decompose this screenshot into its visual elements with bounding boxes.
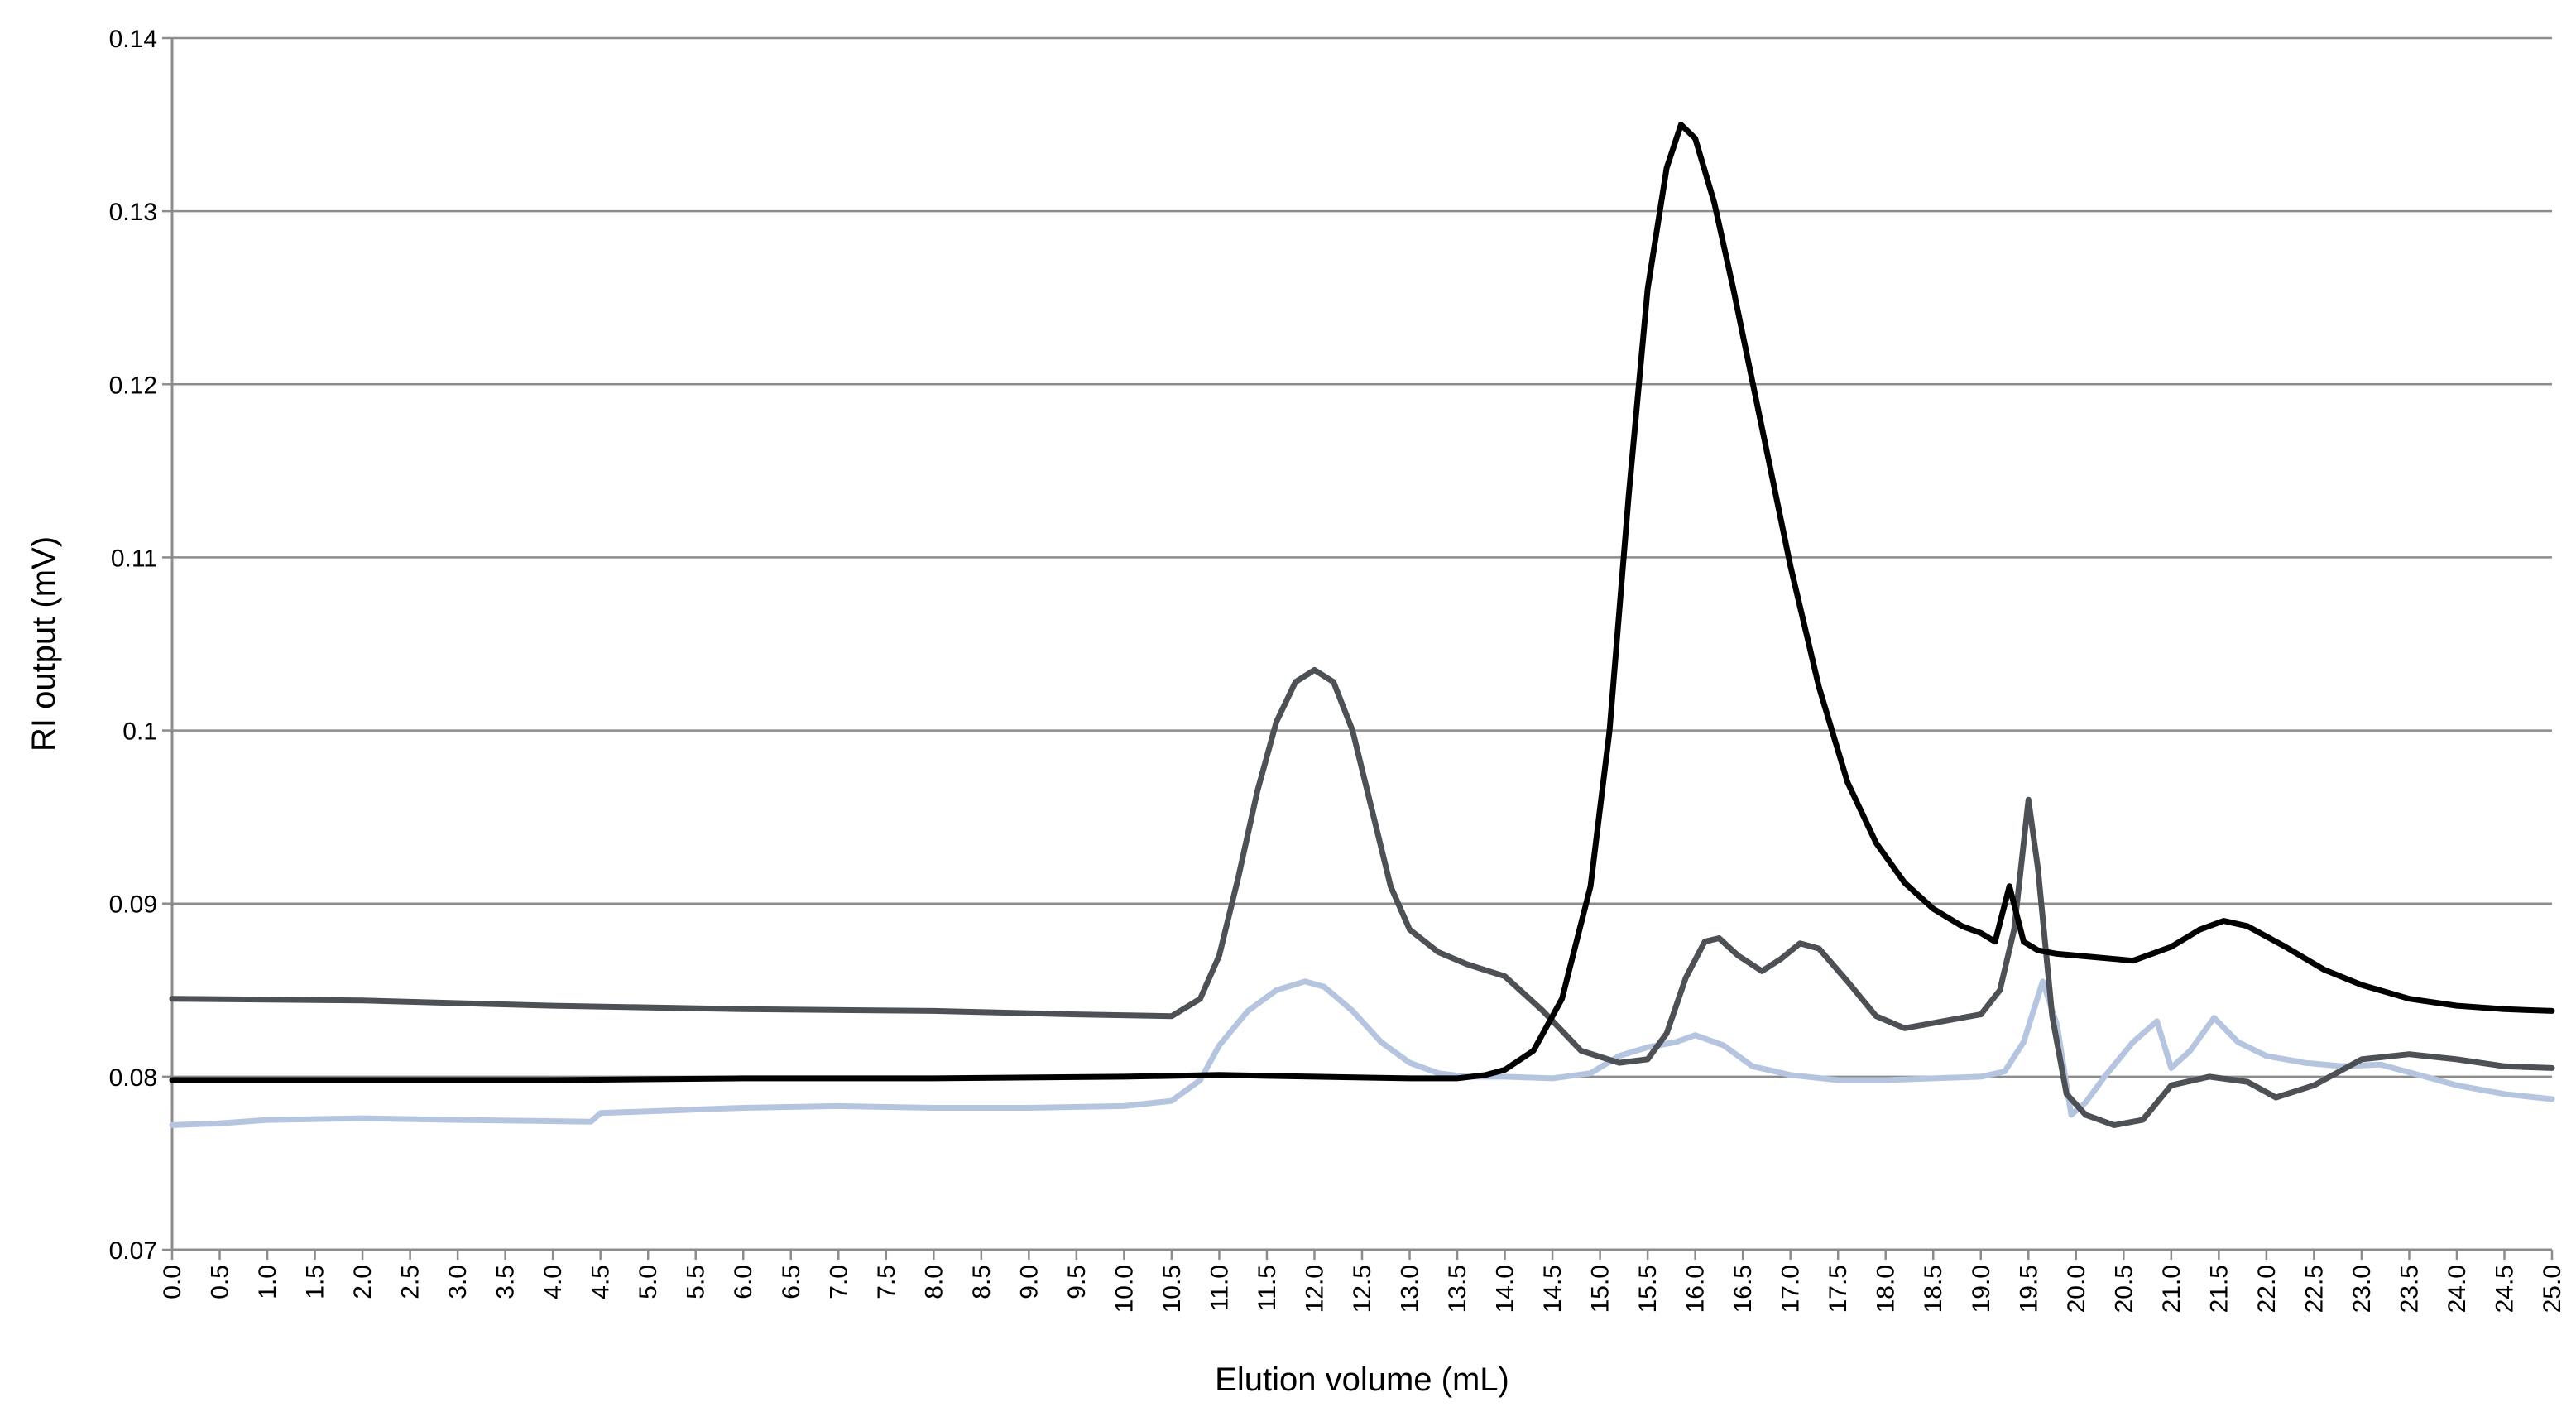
x-tick-label: 0.0 <box>159 1265 186 1299</box>
x-tick-label: 15.5 <box>1634 1265 1662 1313</box>
x-tick-label: 4.5 <box>588 1265 615 1299</box>
x-tick-label: 2.5 <box>397 1265 425 1299</box>
x-tick-label: 12.5 <box>1349 1265 1376 1313</box>
x-tick-label: 3.5 <box>492 1265 520 1299</box>
x-tick-label: 15.0 <box>1587 1265 1614 1313</box>
series-lines <box>169 122 2555 1128</box>
x-tick-label: 20.0 <box>2063 1265 2090 1313</box>
x-axis-title: Elution volume (mL) <box>1215 1362 1509 1398</box>
x-tick-label: 8.5 <box>968 1265 995 1299</box>
y-tick-label: 0.09 <box>109 891 157 919</box>
y-tick-label: 0.13 <box>109 199 157 226</box>
x-tick-label: 17.0 <box>1777 1265 1805 1313</box>
x-tick-label: 23.5 <box>2396 1265 2423 1313</box>
x-tick-label: 14.0 <box>1492 1265 1519 1313</box>
x-tick-label: 7.0 <box>825 1265 852 1299</box>
x-tick-label: 3.0 <box>444 1265 472 1299</box>
tick-labels: 0.07 0.08 0.09 0.1 0.11 0.12 0.13 0.14 0.0 0.5 1.0… <box>109 26 2566 1313</box>
y-tick-label: 0.14 <box>109 26 157 53</box>
x-tick-label: 10.5 <box>1158 1265 1186 1313</box>
y-tick-label: 0.1 <box>122 718 157 746</box>
x-tick-label: 14.5 <box>1539 1265 1566 1313</box>
x-tick-label: 20.5 <box>2110 1265 2137 1313</box>
x-tick-label: 18.0 <box>1873 1265 1900 1313</box>
x-tick-label: 7.5 <box>873 1265 900 1299</box>
x-tick-label: 24.5 <box>2491 1265 2518 1313</box>
y-axis-title: RI output (mV) <box>26 536 62 752</box>
x-tick-label: 5.0 <box>635 1265 662 1299</box>
x-tick-label: 22.5 <box>2300 1265 2328 1313</box>
y-tick-label: 0.08 <box>109 1064 157 1092</box>
series-line-2 <box>169 666 2555 1128</box>
x-tick-label: 25.0 <box>2539 1265 2566 1313</box>
x-tick-label: 19.0 <box>1968 1265 1995 1313</box>
x-tick-label: 13.5 <box>1444 1265 1471 1313</box>
x-tick-label: 9.0 <box>1015 1265 1043 1299</box>
x-tick-label: 22.0 <box>2253 1265 2281 1313</box>
x-tick-label: 11.5 <box>1254 1265 1281 1311</box>
x-tick-label: 24.0 <box>2444 1265 2471 1313</box>
x-tick-label: 23.0 <box>2348 1265 2376 1313</box>
x-tick-label: 9.5 <box>1063 1265 1091 1299</box>
x-tick-label: 6.0 <box>730 1265 757 1299</box>
x-tick-label: 0.5 <box>207 1265 234 1299</box>
y-tick-label: 0.11 <box>111 545 157 572</box>
x-tick-label: 12.0 <box>1301 1265 1328 1313</box>
x-tick-label: 11.0 <box>1206 1265 1233 1311</box>
x-tick-label: 16.5 <box>1729 1265 1757 1313</box>
x-tick-label: 16.0 <box>1682 1265 1710 1313</box>
x-tick-label: 21.0 <box>2158 1265 2185 1313</box>
x-tick-label: 8.0 <box>920 1265 947 1299</box>
y-tick-label: 0.12 <box>109 372 157 399</box>
x-tick-label: 19.5 <box>2015 1265 2042 1313</box>
gridlines <box>172 36 2552 1078</box>
x-tick-label: 18.5 <box>1920 1265 1947 1313</box>
x-tick-label: 5.5 <box>683 1265 710 1299</box>
x-tick-label: 17.5 <box>1825 1265 1852 1313</box>
x-tick-label: 10.0 <box>1111 1265 1138 1313</box>
x-tick-label: 2.0 <box>349 1265 377 1299</box>
axes <box>170 38 2552 1251</box>
x-tick-label: 13.0 <box>1397 1265 1424 1313</box>
x-tick-label: 6.5 <box>778 1265 805 1299</box>
y-tick-label: 0.07 <box>109 1237 157 1265</box>
x-tick-label: 1.5 <box>302 1265 329 1299</box>
x-tick-label: 4.0 <box>540 1265 567 1299</box>
x-tick-label: 21.5 <box>2205 1265 2233 1313</box>
x-tick-label: 1.0 <box>254 1265 281 1299</box>
series-line-1 <box>169 122 2555 1083</box>
